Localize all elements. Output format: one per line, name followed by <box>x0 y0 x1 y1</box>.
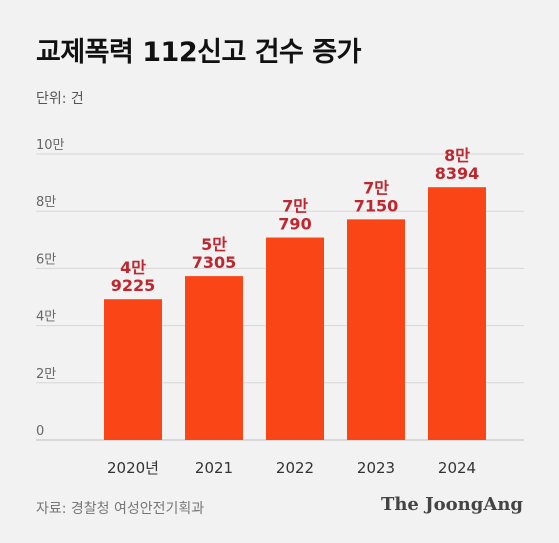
bar <box>185 276 243 440</box>
data-label: 7150 <box>354 196 399 215</box>
data-label: 4만 <box>120 258 146 277</box>
brand-logo: The JoongAng <box>380 494 523 515</box>
x-tick-label: 2024 <box>438 459 476 477</box>
chart-title: 교제폭력 112신고 건수 증가 <box>36 37 361 68</box>
source-note: 자료: 경찰청 여성안전기획과 <box>36 501 205 517</box>
data-label: 5만 <box>201 235 227 254</box>
data-label: 7305 <box>192 253 237 272</box>
bar <box>266 237 324 440</box>
bar <box>347 219 405 440</box>
x-tick-label: 2020년 <box>107 459 159 477</box>
data-label: 7만 <box>282 197 308 216</box>
x-tick-label: 2023 <box>357 459 395 477</box>
y-tick-label: 4만 <box>36 310 56 325</box>
data-label: 790 <box>278 215 311 234</box>
x-tick-label: 2022 <box>276 459 314 477</box>
unit-label: 단위: 건 <box>36 91 84 107</box>
y-tick-label: 0 <box>36 424 44 439</box>
y-tick-label: 6만 <box>36 252 56 267</box>
data-label: 7만 <box>363 178 389 197</box>
y-tick-label: 10만 <box>36 138 65 153</box>
bar <box>428 187 486 440</box>
data-label: 8394 <box>435 164 480 183</box>
data-label: 9225 <box>111 276 156 295</box>
x-tick-label: 2021 <box>195 459 233 477</box>
y-tick-label: 2만 <box>36 367 56 382</box>
y-tick-label: 8만 <box>36 195 56 210</box>
data-label: 8만 <box>444 146 470 165</box>
bar <box>104 299 162 440</box>
